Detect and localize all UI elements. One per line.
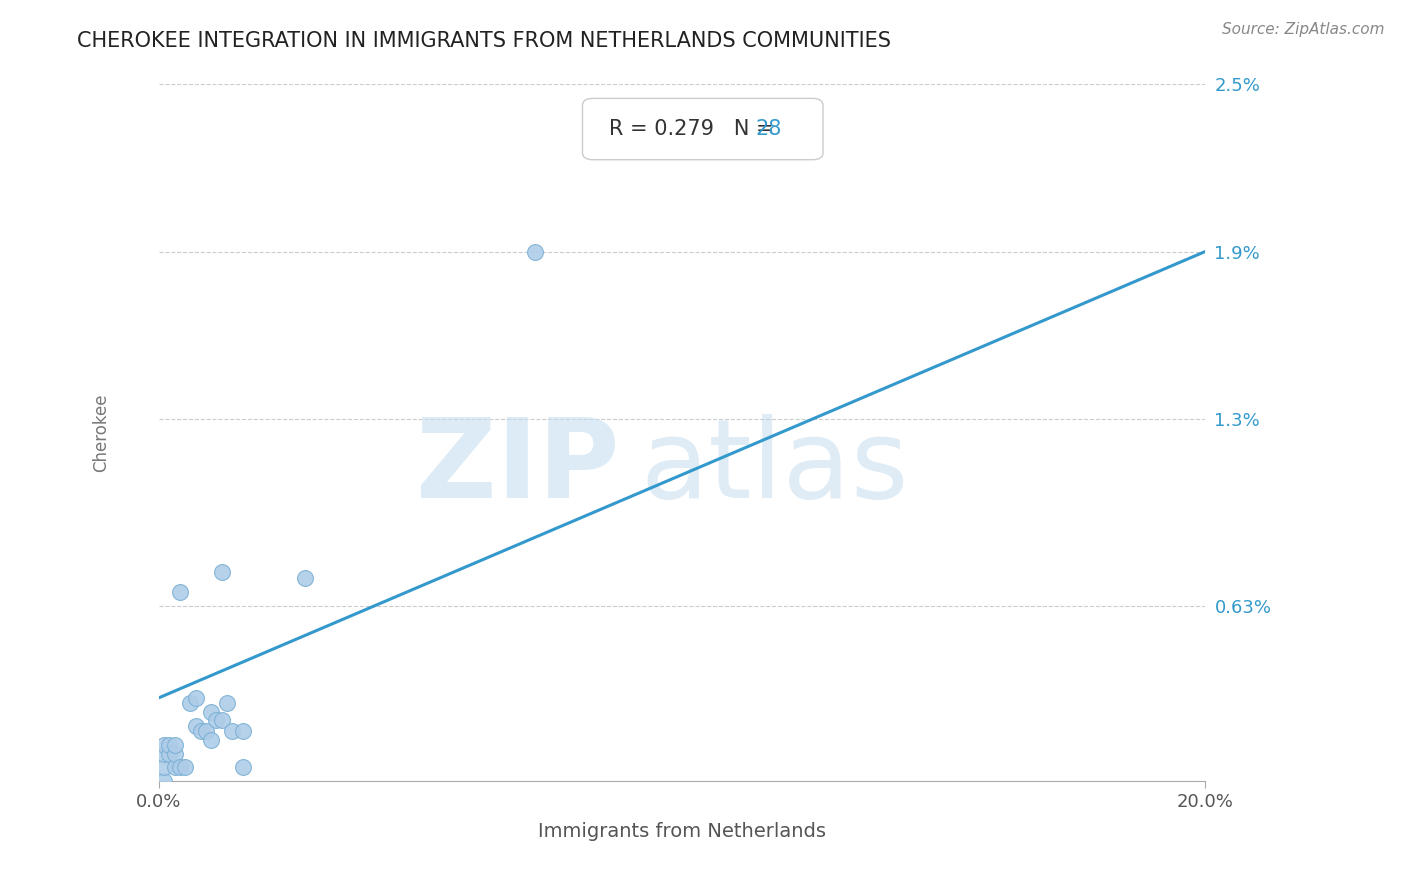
Text: ZIP: ZIP (416, 414, 619, 521)
X-axis label: Immigrants from Netherlands: Immigrants from Netherlands (538, 822, 825, 841)
Point (157, 738, 180, 752)
Point (169, 584, 191, 599)
Point (179, 697, 201, 711)
Point (174, 760, 197, 774)
Point (232, 724, 254, 739)
Point (163, 760, 186, 774)
Text: 28: 28 (755, 119, 782, 139)
Point (184, 719, 207, 733)
Point (153, 738, 176, 752)
Point (153, 760, 176, 774)
Point (157, 747, 180, 761)
Point (200, 705, 222, 719)
Text: Source: ZipAtlas.com: Source: ZipAtlas.com (1222, 22, 1385, 37)
Point (153, 747, 176, 761)
Y-axis label: Cherokee: Cherokee (93, 393, 110, 472)
Point (169, 760, 191, 774)
FancyBboxPatch shape (582, 98, 823, 160)
Point (232, 760, 254, 774)
Point (524, 244, 547, 259)
Point (211, 713, 233, 727)
Point (195, 724, 218, 739)
Point (294, 571, 316, 585)
Point (205, 713, 228, 727)
Point (184, 690, 207, 705)
Point (215, 697, 238, 711)
Point (163, 747, 186, 761)
Point (221, 724, 243, 739)
Text: atlas: atlas (640, 414, 908, 521)
Point (153, 774, 176, 789)
Point (200, 732, 222, 747)
Text: R = 0.279   N =: R = 0.279 N = (609, 119, 780, 139)
Point (190, 724, 212, 739)
Text: CHEROKEE INTEGRATION IN IMMIGRANTS FROM NETHERLANDS COMMUNITIES: CHEROKEE INTEGRATION IN IMMIGRANTS FROM … (77, 31, 891, 51)
Point (211, 566, 233, 580)
Point (163, 738, 186, 752)
